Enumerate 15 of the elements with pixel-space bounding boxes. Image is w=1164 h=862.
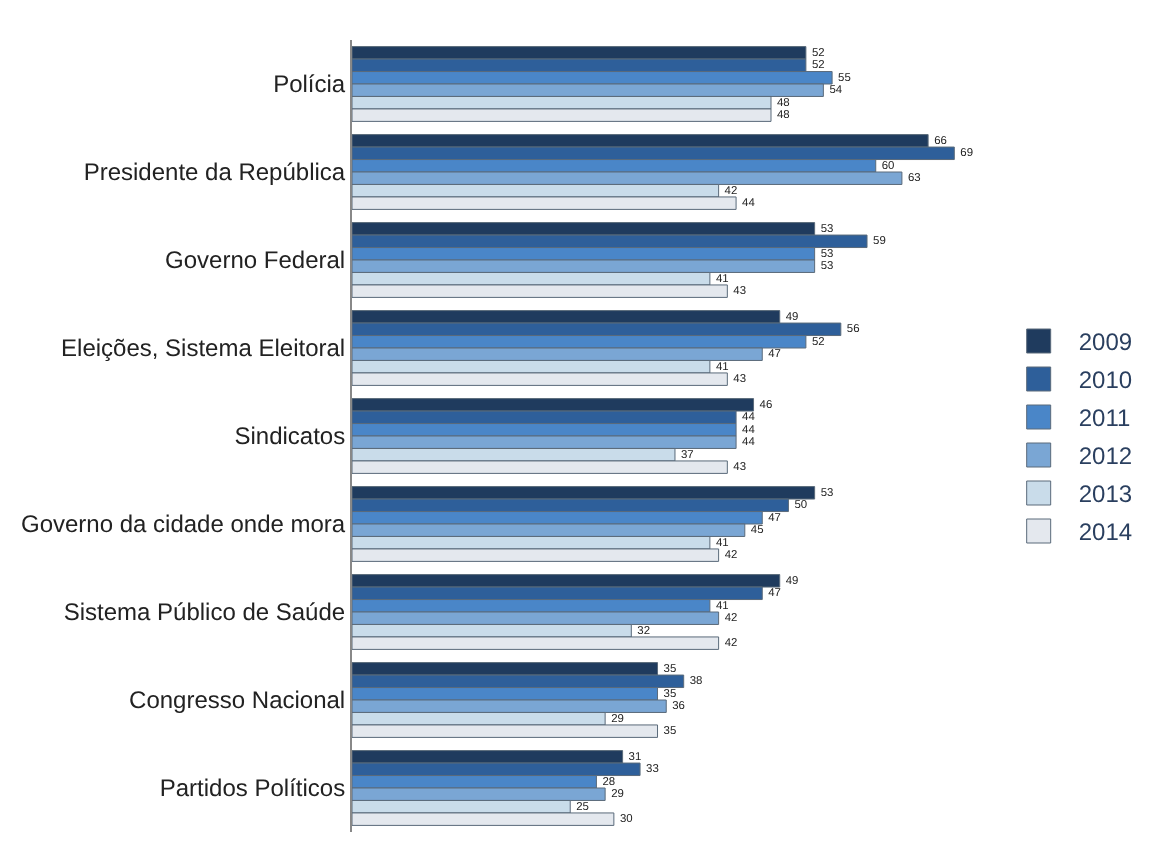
legend-label: 2014 (1078, 518, 1133, 547)
y-tick-label: Polícia (273, 70, 346, 99)
y-tick-label: Partidos Políticos (159, 774, 346, 803)
y-tick-label: Eleições, Sistema Eleitoral (61, 334, 346, 363)
y-tick-label: Governo Federal (165, 246, 346, 275)
y-tick-label: Sindicatos (234, 422, 346, 451)
legend-label: 2011 (1078, 404, 1131, 433)
legend-label: 2013 (1078, 480, 1133, 509)
y-tick-label: Congresso Nacional (129, 686, 346, 715)
y-tick-label: Governo da cidade onde mora (20, 510, 346, 539)
legend-label: 2009 (1078, 328, 1133, 357)
y-tick-label: Sistema Público de Saúde (63, 598, 346, 627)
legend-label: 2012 (1078, 442, 1133, 471)
y-tick-label: Presidente da República (83, 158, 346, 187)
legend-label: 2010 (1078, 366, 1133, 395)
